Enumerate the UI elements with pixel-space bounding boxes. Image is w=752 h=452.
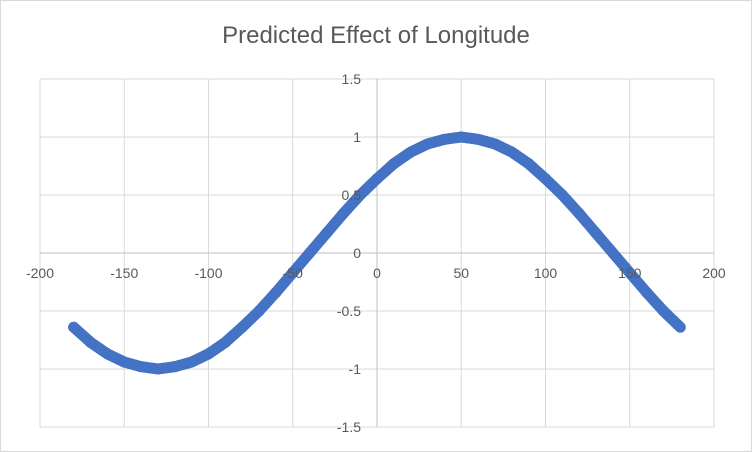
data-point — [219, 336, 231, 348]
data-point — [472, 133, 484, 145]
y-tick-label: 1.5 — [342, 71, 362, 87]
data-point — [270, 286, 282, 298]
data-point — [152, 363, 164, 375]
data-point — [304, 247, 316, 259]
y-tick-label: 0 — [353, 245, 361, 261]
data-point — [523, 158, 535, 170]
x-tick-label: 200 — [702, 265, 726, 281]
data-point — [556, 189, 568, 201]
data-point — [573, 208, 585, 220]
data-point — [624, 267, 636, 279]
x-tick-label: -100 — [194, 265, 222, 281]
data-point — [68, 321, 80, 333]
x-tick-label: 150 — [618, 265, 642, 281]
data-point — [405, 146, 417, 158]
y-tick-label: -0.5 — [337, 303, 361, 319]
data-point — [489, 138, 501, 150]
chart-title: Predicted Effect of Longitude — [222, 22, 530, 49]
data-point — [320, 227, 332, 239]
data-point — [354, 189, 366, 201]
data-point — [607, 247, 619, 259]
data-point — [253, 305, 265, 317]
data-point — [422, 138, 434, 150]
x-tick-labels: -200 -150 -100 -50 0 50 100 150 200 — [26, 265, 726, 281]
data-point — [236, 321, 248, 333]
x-tick-label: 50 — [453, 265, 469, 281]
data-point — [371, 173, 383, 185]
y-tick-labels: -1.5 -1 -0.5 0 0.5 1 1.5 — [337, 71, 361, 435]
data-point — [118, 356, 130, 368]
data-point — [590, 227, 602, 239]
y-tick-label: -1 — [349, 361, 362, 377]
data-point — [540, 173, 551, 185]
data-point — [337, 208, 349, 220]
x-tick-label: -150 — [110, 265, 138, 281]
y-tick-label: -1.5 — [337, 419, 361, 435]
data-point — [438, 133, 450, 145]
data-point — [135, 361, 147, 373]
data-point — [674, 321, 686, 333]
data-point — [203, 348, 214, 360]
x-tick-label: -50 — [283, 265, 303, 281]
data-point — [101, 348, 113, 360]
y-tick-label: 0.5 — [342, 187, 362, 203]
x-tick-label: -200 — [26, 265, 54, 281]
data-point — [455, 131, 467, 143]
data-point — [287, 267, 299, 279]
series-points — [68, 131, 686, 375]
data-point — [657, 305, 669, 317]
data-point — [641, 286, 653, 298]
data-point — [169, 361, 181, 373]
data-point — [186, 356, 198, 368]
x-tick-label: 0 — [373, 265, 381, 281]
y-tick-label: 1 — [353, 129, 361, 145]
axes — [40, 79, 714, 427]
data-point — [506, 146, 518, 158]
x-tick-label: 100 — [534, 265, 558, 281]
data-point — [388, 158, 400, 170]
data-point — [85, 336, 97, 348]
